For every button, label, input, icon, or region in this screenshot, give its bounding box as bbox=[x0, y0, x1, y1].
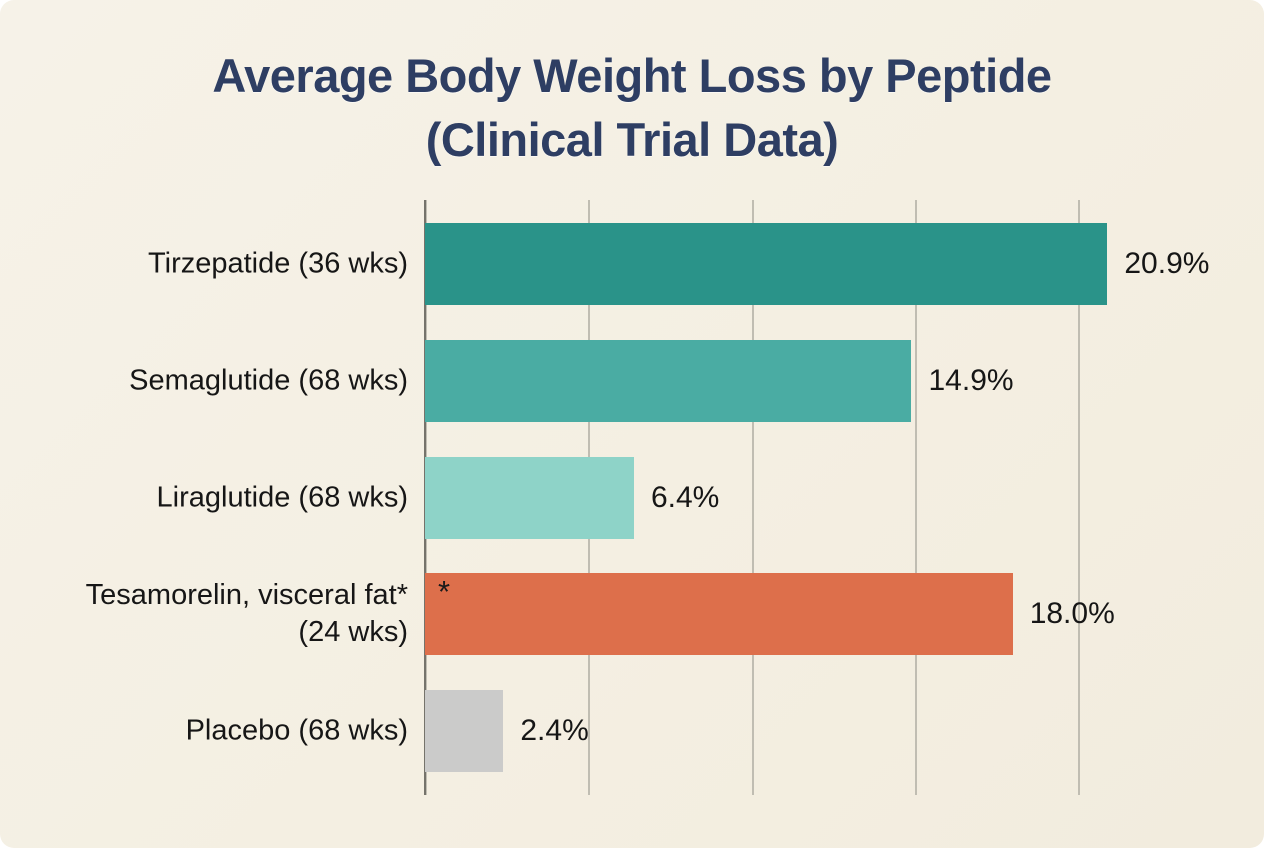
bar bbox=[425, 690, 504, 773]
category-label-line: (24 wks) bbox=[298, 616, 408, 649]
category-label: Semaglutide (68 wks) bbox=[129, 362, 408, 399]
category-label-line: Tesamorelin, visceral fat* bbox=[85, 579, 408, 612]
value-label: 14.9% bbox=[928, 363, 1014, 397]
category-label: Tirzepatide (36 wks) bbox=[148, 246, 408, 283]
gridline-15pct bbox=[914, 200, 917, 795]
gridline-20pct bbox=[1078, 200, 1080, 795]
category-label-line: Tirzepatide (36 wks) bbox=[147, 247, 408, 280]
category-label: Placebo (68 wks) bbox=[186, 713, 408, 750]
category-label-line: Semaglutide (68 wks) bbox=[129, 364, 408, 397]
chart-title-line1: Average Body Weight Loss by Peptide bbox=[212, 49, 1052, 102]
gridline-10pct bbox=[751, 200, 754, 795]
value-label: 2.4% bbox=[520, 714, 589, 748]
value-label: 18.0% bbox=[1029, 597, 1115, 631]
bar-annotation-asterisk: * bbox=[438, 574, 451, 610]
category-label-line: Placebo (68 wks) bbox=[185, 714, 408, 747]
chart-title-line2: (Clinical Trial Data) bbox=[425, 113, 839, 166]
bar bbox=[425, 223, 1108, 305]
value-label: 6.4% bbox=[650, 480, 720, 514]
bar: * bbox=[425, 573, 1013, 656]
bar bbox=[425, 339, 912, 422]
value-label: 20.9% bbox=[1124, 247, 1210, 280]
bar bbox=[425, 456, 634, 539]
category-label-line: Liraglutide (68 wks) bbox=[156, 481, 408, 514]
category-labels: Tirzepatide (36 wks) Semaglutide (68 wks)… bbox=[0, 200, 408, 795]
chart-title: Average Body Weight Loss by Peptide (Cli… bbox=[0, 44, 1264, 172]
category-label: Liraglutide (68 wks) bbox=[157, 479, 408, 516]
plot-area: 20.9% 14.9% 6.4% * 18.0% 2.4% bbox=[424, 200, 1222, 795]
category-label: Tesamorelin, visceral fat* (24 wks) bbox=[86, 577, 408, 651]
